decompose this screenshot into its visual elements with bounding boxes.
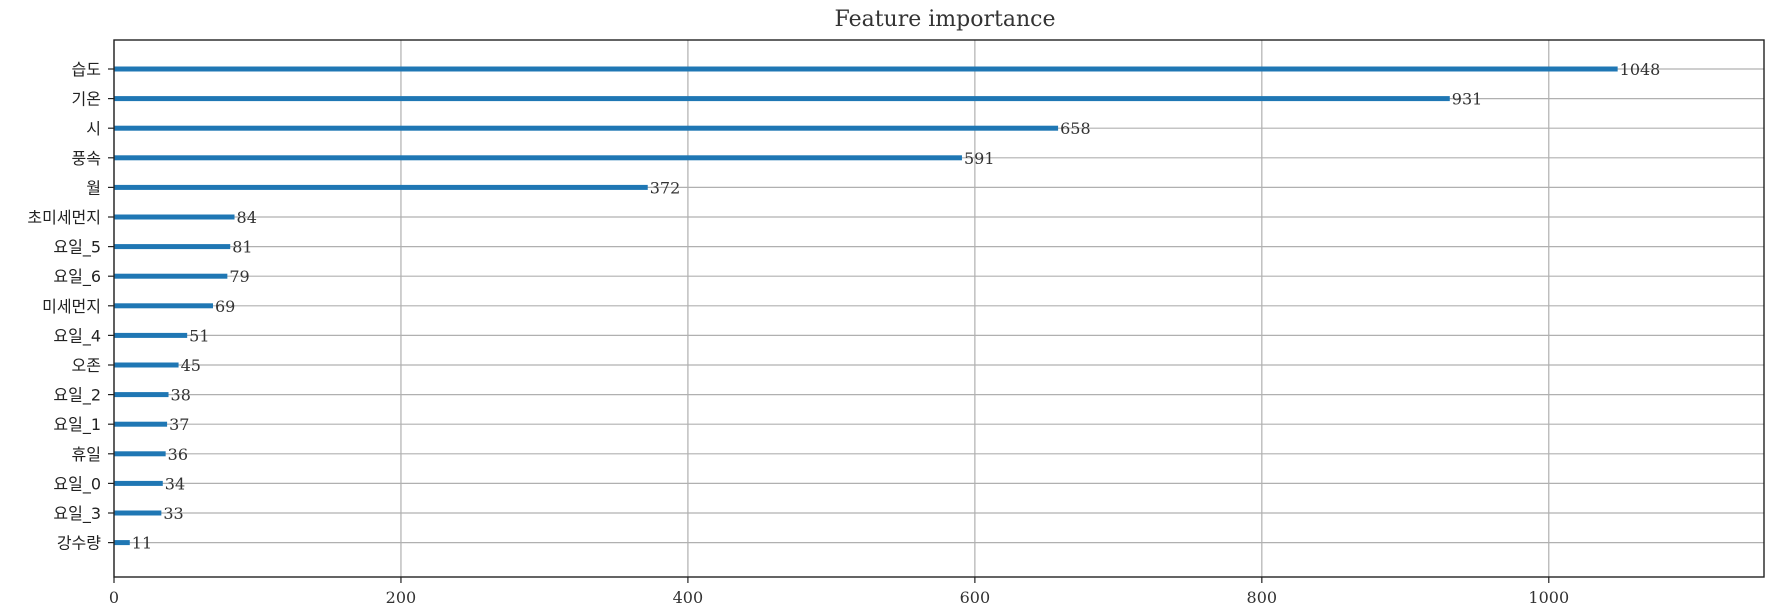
bar [114, 273, 228, 279]
category-label: 요일_1 [53, 415, 101, 435]
value-label: 34 [165, 474, 185, 493]
category-label: 요일_6 [53, 267, 101, 287]
category-label: 오존 [72, 356, 101, 375]
bar [114, 451, 166, 457]
category-label: 요일_4 [53, 326, 101, 346]
category-label: 습도 [72, 60, 101, 79]
category-label: 요일_2 [53, 386, 101, 406]
value-label: 81 [232, 238, 252, 257]
value-label: 79 [229, 267, 249, 286]
value-label: 36 [168, 445, 188, 464]
bar [114, 66, 1618, 72]
bar [114, 421, 168, 427]
value-label: 69 [215, 297, 235, 316]
x-tick-label: 200 [386, 588, 417, 607]
category-label: 월 [86, 178, 101, 197]
bar [114, 480, 163, 486]
plot-frame [113, 39, 1765, 578]
category-label: 요일_3 [53, 504, 101, 524]
x-tick-label: 800 [1247, 588, 1278, 607]
value-label: 84 [237, 208, 257, 227]
x-tick-label: 1000 [1528, 588, 1569, 607]
category-label: 풍속 [72, 149, 101, 168]
bar [114, 155, 962, 161]
x-tick-label: 600 [960, 588, 991, 607]
value-label: 658 [1060, 119, 1091, 138]
chart-title: Feature importance [835, 7, 1056, 32]
category-label: 시 [86, 119, 101, 138]
category-label: 강수량 [57, 534, 101, 553]
value-label: 45 [181, 356, 201, 375]
value-label: 1048 [1620, 60, 1661, 79]
value-label: 372 [650, 178, 681, 197]
category-label: 초미세먼지 [27, 208, 101, 227]
bar [114, 510, 162, 516]
bar [114, 244, 231, 250]
bar [114, 96, 1450, 102]
category-label: 미세먼지 [42, 297, 101, 316]
bar [114, 214, 235, 220]
category-label: 요일_5 [53, 238, 101, 258]
bar [114, 362, 179, 368]
value-label: 33 [163, 504, 183, 523]
category-label: 요일_0 [53, 474, 101, 494]
x-tick-label: 0 [109, 588, 119, 607]
value-label: 38 [171, 386, 191, 405]
bar [114, 332, 188, 338]
bar [114, 184, 648, 190]
value-label: 591 [964, 149, 995, 168]
category-label: 기온 [72, 90, 101, 109]
value-label: 51 [189, 326, 209, 345]
bar [114, 540, 130, 546]
x-tick-label: 400 [673, 588, 704, 607]
bar-layer [114, 66, 1618, 546]
grid-layer [108, 40, 1764, 583]
value-label: 37 [169, 415, 189, 434]
bar [114, 392, 169, 398]
value-label: 931 [1452, 90, 1483, 109]
bar [114, 303, 213, 309]
bar [114, 125, 1059, 131]
label-layer: 0 200 400 600 800 1000 습도 1048 기온 931 시 658 풍속 591 월 37… [27, 60, 1660, 607]
value-label: 11 [132, 534, 152, 553]
category-label: 휴일 [72, 445, 101, 464]
